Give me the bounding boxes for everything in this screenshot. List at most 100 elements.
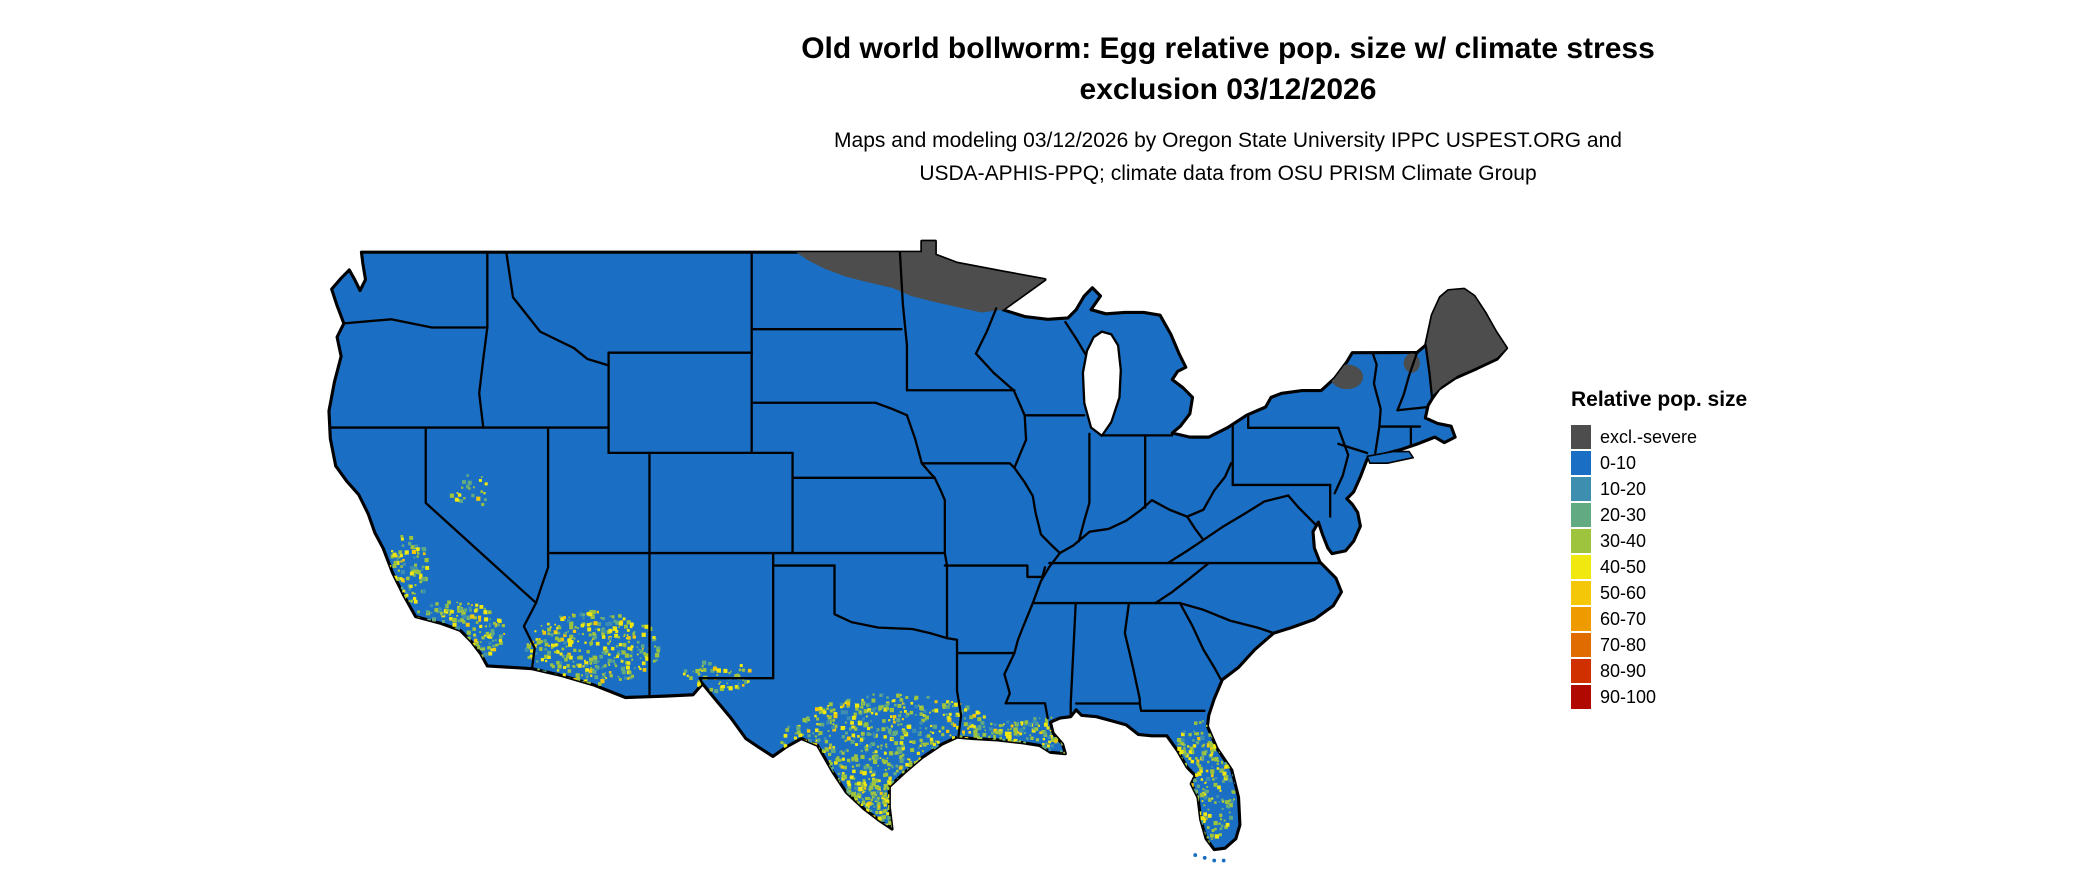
population-speckle [1088,724,1092,729]
population-speckle [478,618,481,622]
population-speckle [701,665,704,668]
population-speckle [894,816,899,821]
population-speckle [935,782,938,786]
population-speckle [906,798,911,803]
population-speckle [467,618,469,620]
population-speckle [1223,819,1226,822]
population-speckle [1037,724,1040,727]
population-speckle [921,783,924,785]
population-speckle [1024,754,1029,759]
population-speckle [1070,720,1075,725]
population-speckle [928,756,933,761]
population-speckle [1190,810,1193,813]
population-speckle [887,730,891,734]
population-speckle [1009,748,1014,753]
population-speckle [461,486,464,489]
population-speckle [1045,719,1049,723]
population-speckle [1189,836,1194,841]
population-speckle [573,648,577,652]
population-speckle [462,480,466,484]
population-speckle [896,746,901,751]
population-speckle [601,651,605,654]
population-speckle [805,783,811,789]
population-speckle [879,810,883,815]
population-speckle [967,764,972,770]
population-speckle [887,806,891,810]
population-speckle [1229,815,1234,820]
population-speckle [723,668,728,673]
population-speckle [821,750,824,753]
population-speckle [730,678,732,681]
population-speckle [827,715,832,720]
population-speckle [818,765,822,768]
population-speckle [589,622,593,626]
population-speckle [1191,831,1195,835]
population-speckle [846,736,851,741]
population-speckle [934,700,938,704]
population-speckle [870,818,873,821]
population-speckle [850,792,852,794]
population-speckle [1056,721,1060,725]
population-speckle [1184,828,1189,833]
population-speckle [1088,734,1092,738]
population-speckle [587,669,592,674]
population-speckle [414,544,419,549]
population-speckle [631,658,634,661]
population-speckle [538,638,541,641]
population-speckle [897,817,901,821]
population-speckle [1188,795,1191,799]
population-speckle [1081,745,1084,748]
population-speckle [1096,745,1099,749]
population-speckle [922,767,925,770]
population-speckle [592,632,596,636]
population-speckle [1038,752,1041,755]
population-speckle [1212,732,1214,734]
population-speckle [897,723,900,726]
population-speckle [804,759,808,763]
population-speckle [871,802,874,806]
population-speckle [479,624,483,629]
population-speckle [593,659,598,664]
population-speckle [869,770,872,774]
population-speckle [963,762,967,767]
population-speckle [577,627,579,630]
population-speckle [816,723,819,726]
population-speckle [871,779,875,783]
population-speckle [901,796,906,800]
population-speckle [405,594,409,597]
population-speckle [1027,763,1030,766]
population-speckle [1223,737,1226,740]
population-speckle [400,560,403,563]
population-speckle [892,718,895,721]
population-speckle [795,776,800,781]
population-speckle [1211,797,1214,800]
population-speckle [450,646,454,650]
population-speckle [584,641,587,644]
population-speckle [422,637,426,641]
population-speckle [639,667,642,671]
population-speckle [860,803,863,807]
population-speckle [946,760,951,765]
population-speckle [1052,724,1057,729]
population-speckle [1002,738,1006,743]
population-speckle [872,796,875,799]
population-speckle [812,732,815,735]
population-speckle [584,664,588,667]
population-speckle [446,636,450,640]
population-speckle [616,655,620,659]
population-speckle [929,740,934,745]
population-speckle [438,655,441,658]
population-speckle [899,787,902,791]
population-speckle [1181,767,1184,770]
population-speckle [906,814,909,817]
population-speckle [927,765,931,769]
population-speckle [1219,769,1222,771]
population-speckle [941,769,944,772]
population-speckle [614,664,618,668]
legend-item-60-70: 60-70 [1571,606,1747,632]
map-subtitle-line1: Maps and modeling 03/12/2026 by Oregon S… [834,129,1622,152]
population-speckle [652,659,656,663]
population-speckle [1195,732,1200,736]
population-speckle [598,682,602,686]
population-speckle [1021,762,1026,767]
